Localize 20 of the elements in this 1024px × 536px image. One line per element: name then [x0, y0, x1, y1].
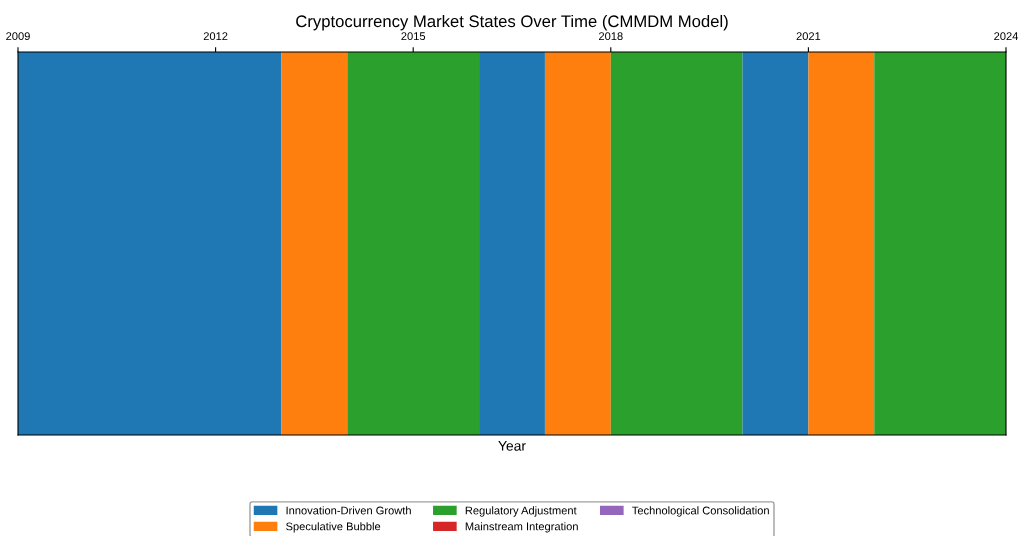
- x-tick-label: 2018: [599, 32, 623, 41]
- bar: [347, 52, 480, 435]
- bar: [281, 52, 348, 435]
- legend-label: Speculative Bubble: [286, 522, 381, 533]
- bar: [808, 52, 875, 435]
- bar: [610, 52, 743, 435]
- x-tick-label: 2021: [796, 32, 821, 41]
- legend-label: Innovation-Driven Growth: [286, 506, 411, 515]
- x-tick-label: 2009: [6, 32, 30, 41]
- bar: [544, 52, 611, 435]
- x-tick-label: 2015: [401, 32, 426, 41]
- chart-title: Cryptocurrency Market States Over Time (CMMDM Model): [296, 14, 728, 31]
- x-tick-label: 2012: [203, 32, 228, 41]
- bar: [479, 52, 545, 435]
- legend-label: Regulatory Adjustment: [465, 506, 577, 517]
- x-axis-title: Year: [498, 441, 526, 451]
- x-tick-label: 2024: [994, 32, 1019, 41]
- bar: [742, 52, 809, 435]
- legend-label: Technological Consolidation: [632, 506, 769, 517]
- legend-label: Mainstream Integration: [465, 522, 578, 533]
